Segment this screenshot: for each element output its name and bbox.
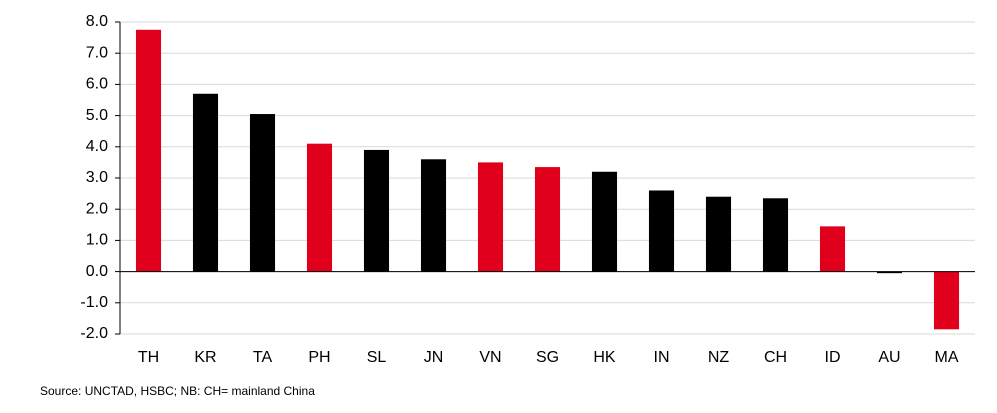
bar bbox=[876, 271, 903, 274]
y-tick-label: 3.0 bbox=[86, 169, 108, 186]
bar bbox=[249, 114, 276, 272]
bar bbox=[819, 226, 846, 272]
x-tick-label: MA bbox=[935, 349, 959, 366]
x-tick-label: JN bbox=[424, 349, 444, 366]
x-tick-label: CH bbox=[764, 349, 787, 366]
bar bbox=[534, 167, 561, 272]
bar bbox=[306, 143, 333, 272]
x-tick-label: TA bbox=[253, 349, 273, 366]
bar bbox=[591, 171, 618, 272]
x-tick-label: IN bbox=[654, 349, 670, 366]
bar bbox=[192, 93, 219, 272]
x-tick-label: ID bbox=[825, 349, 841, 366]
y-tick-label: 1.0 bbox=[86, 232, 108, 249]
y-tick-label: 4.0 bbox=[86, 138, 108, 155]
bar bbox=[762, 198, 789, 272]
bar bbox=[363, 149, 390, 272]
x-tick-label: SG bbox=[536, 349, 559, 366]
x-tick-label: AU bbox=[878, 349, 900, 366]
x-tick-label: SL bbox=[367, 349, 387, 366]
x-tick-label: PH bbox=[308, 349, 330, 366]
bar bbox=[135, 29, 162, 272]
x-tick-label: VN bbox=[479, 349, 501, 366]
y-tick-label: 2.0 bbox=[86, 200, 108, 217]
y-tick-label: 8.0 bbox=[86, 13, 108, 30]
bar bbox=[420, 159, 447, 272]
y-tick-label: 7.0 bbox=[86, 44, 108, 61]
x-tick-label: HK bbox=[593, 349, 616, 366]
bar bbox=[705, 196, 732, 272]
y-tick-label: 5.0 bbox=[86, 107, 108, 124]
y-tick-label: -1.0 bbox=[80, 294, 108, 311]
bar bbox=[477, 162, 504, 272]
y-tick-label: 0.0 bbox=[86, 263, 108, 280]
x-tick-label: NZ bbox=[708, 349, 730, 366]
y-tick-label: 6.0 bbox=[86, 76, 108, 93]
x-tick-label: KR bbox=[194, 349, 216, 366]
x-tick-label: TH bbox=[138, 349, 159, 366]
bar bbox=[648, 190, 675, 272]
bar bbox=[933, 271, 960, 330]
source-note: Source: UNCTAD, HSBC; NB: CH= mainland C… bbox=[40, 384, 315, 398]
y-tick-label: -2.0 bbox=[80, 325, 108, 342]
